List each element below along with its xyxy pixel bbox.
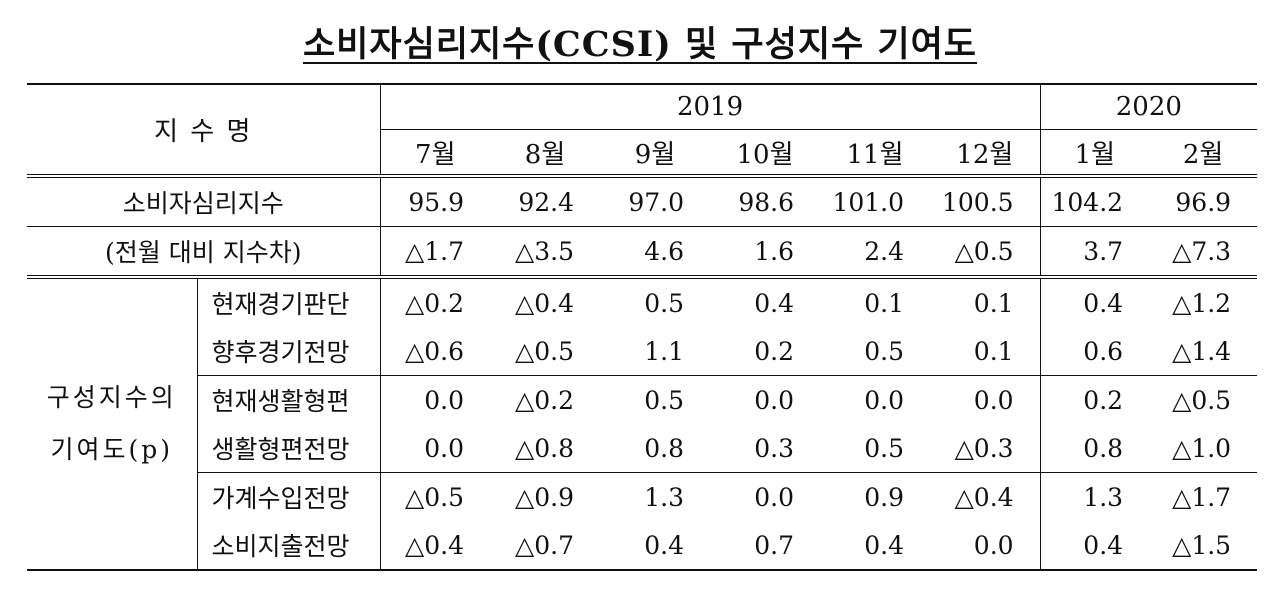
component-value: △0.4 xyxy=(380,521,491,571)
component-value: 0.4 xyxy=(600,521,711,571)
component-value: 0.5 xyxy=(820,424,931,473)
year-2019-header: 2019 xyxy=(380,83,1041,130)
ccsi-value: 98.6 xyxy=(710,176,821,227)
component-value: 1.1 xyxy=(600,327,711,376)
header-row-years: 지 수 명 2019 2020 xyxy=(27,83,1258,178)
component-value: △0.7 xyxy=(490,521,601,571)
ccsi-value: 100.5 xyxy=(930,176,1041,227)
ccsi-value: 104.2 xyxy=(1039,176,1150,227)
ccsi-value: 95.9 xyxy=(380,176,491,227)
component-value: △1.5 xyxy=(1149,521,1258,571)
component-value: 0.2 xyxy=(1039,375,1150,424)
component-value: 0.4 xyxy=(1039,277,1150,327)
component-value: △0.2 xyxy=(405,288,465,318)
month-header: 11월 xyxy=(820,129,931,178)
component-value: 0.0 xyxy=(973,385,1014,415)
component-value: 0.4 xyxy=(754,288,795,318)
component-value: △1.0 xyxy=(1149,424,1258,473)
page-title: 소비자심리지수(CCSI) 및 구성지수 기여도 xyxy=(302,24,978,65)
component-value: 0.3 xyxy=(710,424,821,473)
component-value: △0.6 xyxy=(380,327,491,376)
month-header: 1월 xyxy=(1039,129,1150,178)
component-label: 현재생활형편 xyxy=(197,375,381,424)
component-value: 1.3 xyxy=(1039,472,1150,521)
month-header: 8월 xyxy=(490,129,601,178)
component-value: △0.4 xyxy=(515,288,575,318)
component-value: 0.0 xyxy=(754,482,795,512)
component-value: 0.1 xyxy=(973,288,1014,318)
ccsi-value: 101.0 xyxy=(820,176,931,227)
component-row: 향후경기전망 △0.6 △0.5 1.1 0.2 0.5 0.1 0.6 △1.4 xyxy=(27,327,1258,376)
component-row: 구성지수의 기여도(p) 현재경기판단 △0.2 △0.4 0.5 0.4 0.1 0.1 0.4… xyxy=(27,277,1257,571)
component-value: 0.1 xyxy=(930,327,1041,376)
component-value: 0.6 xyxy=(1039,327,1150,376)
component-value: 0.8 xyxy=(1039,424,1150,473)
component-value: 0.0 xyxy=(930,521,1041,571)
component-value: △0.5 xyxy=(1172,385,1232,415)
diff-value: △7.3 xyxy=(1149,226,1258,279)
ccsi-label: 소비자심리지수 xyxy=(27,176,381,227)
component-row: 소비지출전망 △0.4 △0.7 0.4 0.7 0.4 0.0 0.4 △1.5 xyxy=(27,521,1258,571)
component-row: 가계수입전망 △0.5 △0.9 1.3 0.0 0.9 △0.4 1.3 △1.7 xyxy=(27,472,1257,521)
component-label: 생활형편전망 xyxy=(197,424,381,473)
component-value: 0.0 xyxy=(754,385,795,415)
month-header: 9월 xyxy=(600,129,711,178)
group-label-line1: 구성지수의 xyxy=(46,383,177,412)
diff-value: 4.6 xyxy=(600,226,711,279)
component-value: △0.8 xyxy=(490,424,601,473)
component-value: 0.1 xyxy=(864,288,905,318)
component-value: △0.5 xyxy=(405,482,465,512)
component-value: 0.5 xyxy=(820,327,931,376)
month-header: 12월 xyxy=(930,129,1041,178)
diff-value: 3.7 xyxy=(1039,226,1150,279)
component-value: 0.8 xyxy=(600,424,711,473)
ccsi-value: 96.9 xyxy=(1149,176,1258,227)
month-header: 2월 xyxy=(1149,129,1258,178)
month-header: 7월 xyxy=(380,129,491,178)
component-row: 생활형편전망 0.0 △0.8 0.8 0.3 0.5 △0.3 0.8 △1.0 xyxy=(27,424,1258,473)
component-value: 0.0 xyxy=(424,385,465,415)
component-label: 향후경기전망 xyxy=(197,327,381,376)
component-label: 가계수입전망 xyxy=(197,472,381,521)
component-value: △1.7 xyxy=(1172,482,1232,512)
component-value: 0.4 xyxy=(1039,521,1150,571)
ccsi-table: 지 수 명 2019 2020 7월 8월 9월 10월 11월 12월 1월 2월 소비자심… xyxy=(27,83,1258,571)
diff-value: △1.7 xyxy=(380,226,491,279)
component-value: 0.4 xyxy=(820,521,931,571)
component-value: 1.3 xyxy=(644,482,685,512)
component-value: △0.9 xyxy=(515,482,575,512)
index-name-header: 지 수 명 xyxy=(27,83,381,178)
component-value: 0.2 xyxy=(710,327,821,376)
diff-value: △0.5 xyxy=(930,226,1041,279)
diff-value: 1.6 xyxy=(710,226,821,279)
component-value: 0.7 xyxy=(710,521,821,571)
component-value: 0.5 xyxy=(644,385,685,415)
component-value: 0.9 xyxy=(864,482,905,512)
component-label: 현재경기판단 xyxy=(197,277,381,327)
ccsi-row: 소비자심리지수 95.9 92.4 97.0 98.6 101.0 100.5 104.2 9… xyxy=(27,176,1258,227)
year-2020-header: 2020 xyxy=(1039,83,1258,130)
component-value: 0.0 xyxy=(380,424,491,473)
component-value: △1.2 xyxy=(1172,288,1232,318)
month-header: 10월 xyxy=(710,129,821,178)
ccsi-value: 92.4 xyxy=(490,176,601,227)
diff-value: 2.4 xyxy=(820,226,931,279)
component-value: △0.3 xyxy=(930,424,1041,473)
component-value: △0.2 xyxy=(515,385,575,415)
diff-value: △3.5 xyxy=(490,226,601,279)
component-label: 소비지출전망 xyxy=(197,521,381,571)
component-value: 0.5 xyxy=(644,288,685,318)
component-value: △0.4 xyxy=(954,482,1014,512)
component-value: △0.5 xyxy=(490,327,601,376)
component-value: 0.0 xyxy=(864,385,905,415)
group-label-line2: 기여도(p) xyxy=(50,435,173,464)
component-value: △1.4 xyxy=(1149,327,1258,376)
component-row: 현재생활형편 0.0 △0.2 0.5 0.0 0.0 0.0 0.2 △0.5 xyxy=(27,375,1257,424)
header-row-months: 7월 8월 9월 10월 11월 12월 1월 2월 xyxy=(27,129,1258,178)
ccsi-value: 97.0 xyxy=(600,176,711,227)
diff-row: (전월 대비 지수차) △1.7 △3.5 4.6 1.6 2.4 △0.5 3.7 △7.3 xyxy=(27,226,1258,279)
diff-label: (전월 대비 지수차) xyxy=(27,226,381,279)
